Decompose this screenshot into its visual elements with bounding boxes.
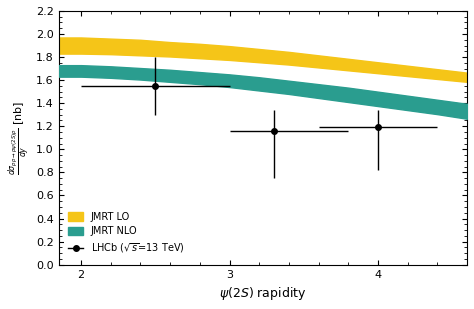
X-axis label: $\psi(2S)$ rapidity: $\psi(2S)$ rapidity: [219, 285, 307, 302]
Legend: JMRT LO, JMRT NLO, LHCb ($\sqrt{s}$=13 TeV): JMRT LO, JMRT NLO, LHCb ($\sqrt{s}$=13 T…: [64, 207, 189, 260]
Y-axis label: $\frac{d\sigma_{pp\rightarrow p\psi(2S)p}}{dy}$ [nb]: $\frac{d\sigma_{pp\rightarrow p\psi(2S)p…: [7, 101, 33, 175]
